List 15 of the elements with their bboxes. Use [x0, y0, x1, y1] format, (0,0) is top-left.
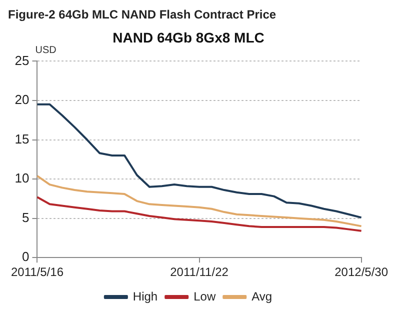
y-tick-label: 0: [22, 249, 30, 264]
chart-subtitle: NAND 64Gb 8Gx8 MLC: [112, 30, 264, 46]
y-tick-label: 5: [22, 210, 30, 225]
x-tick-label: 2011/5/16: [10, 265, 64, 280]
y-tick-label: 25: [14, 52, 30, 68]
x-tick-label: 2011/11/22: [170, 265, 229, 280]
legend-label: Avg: [252, 289, 272, 304]
legend-label: High: [132, 289, 158, 304]
y-axis-title: USD: [35, 44, 56, 56]
y-tick-label: 20: [14, 92, 30, 108]
y-tick-label: 10: [14, 170, 30, 186]
x-tick-label: 2012/5/30: [334, 265, 388, 280]
chart-title: Figure-2 64Gb MLC NAND Flash Contract Price: [8, 8, 276, 22]
legend-label: Low: [194, 289, 216, 304]
y-tick-label: 15: [14, 131, 30, 146]
